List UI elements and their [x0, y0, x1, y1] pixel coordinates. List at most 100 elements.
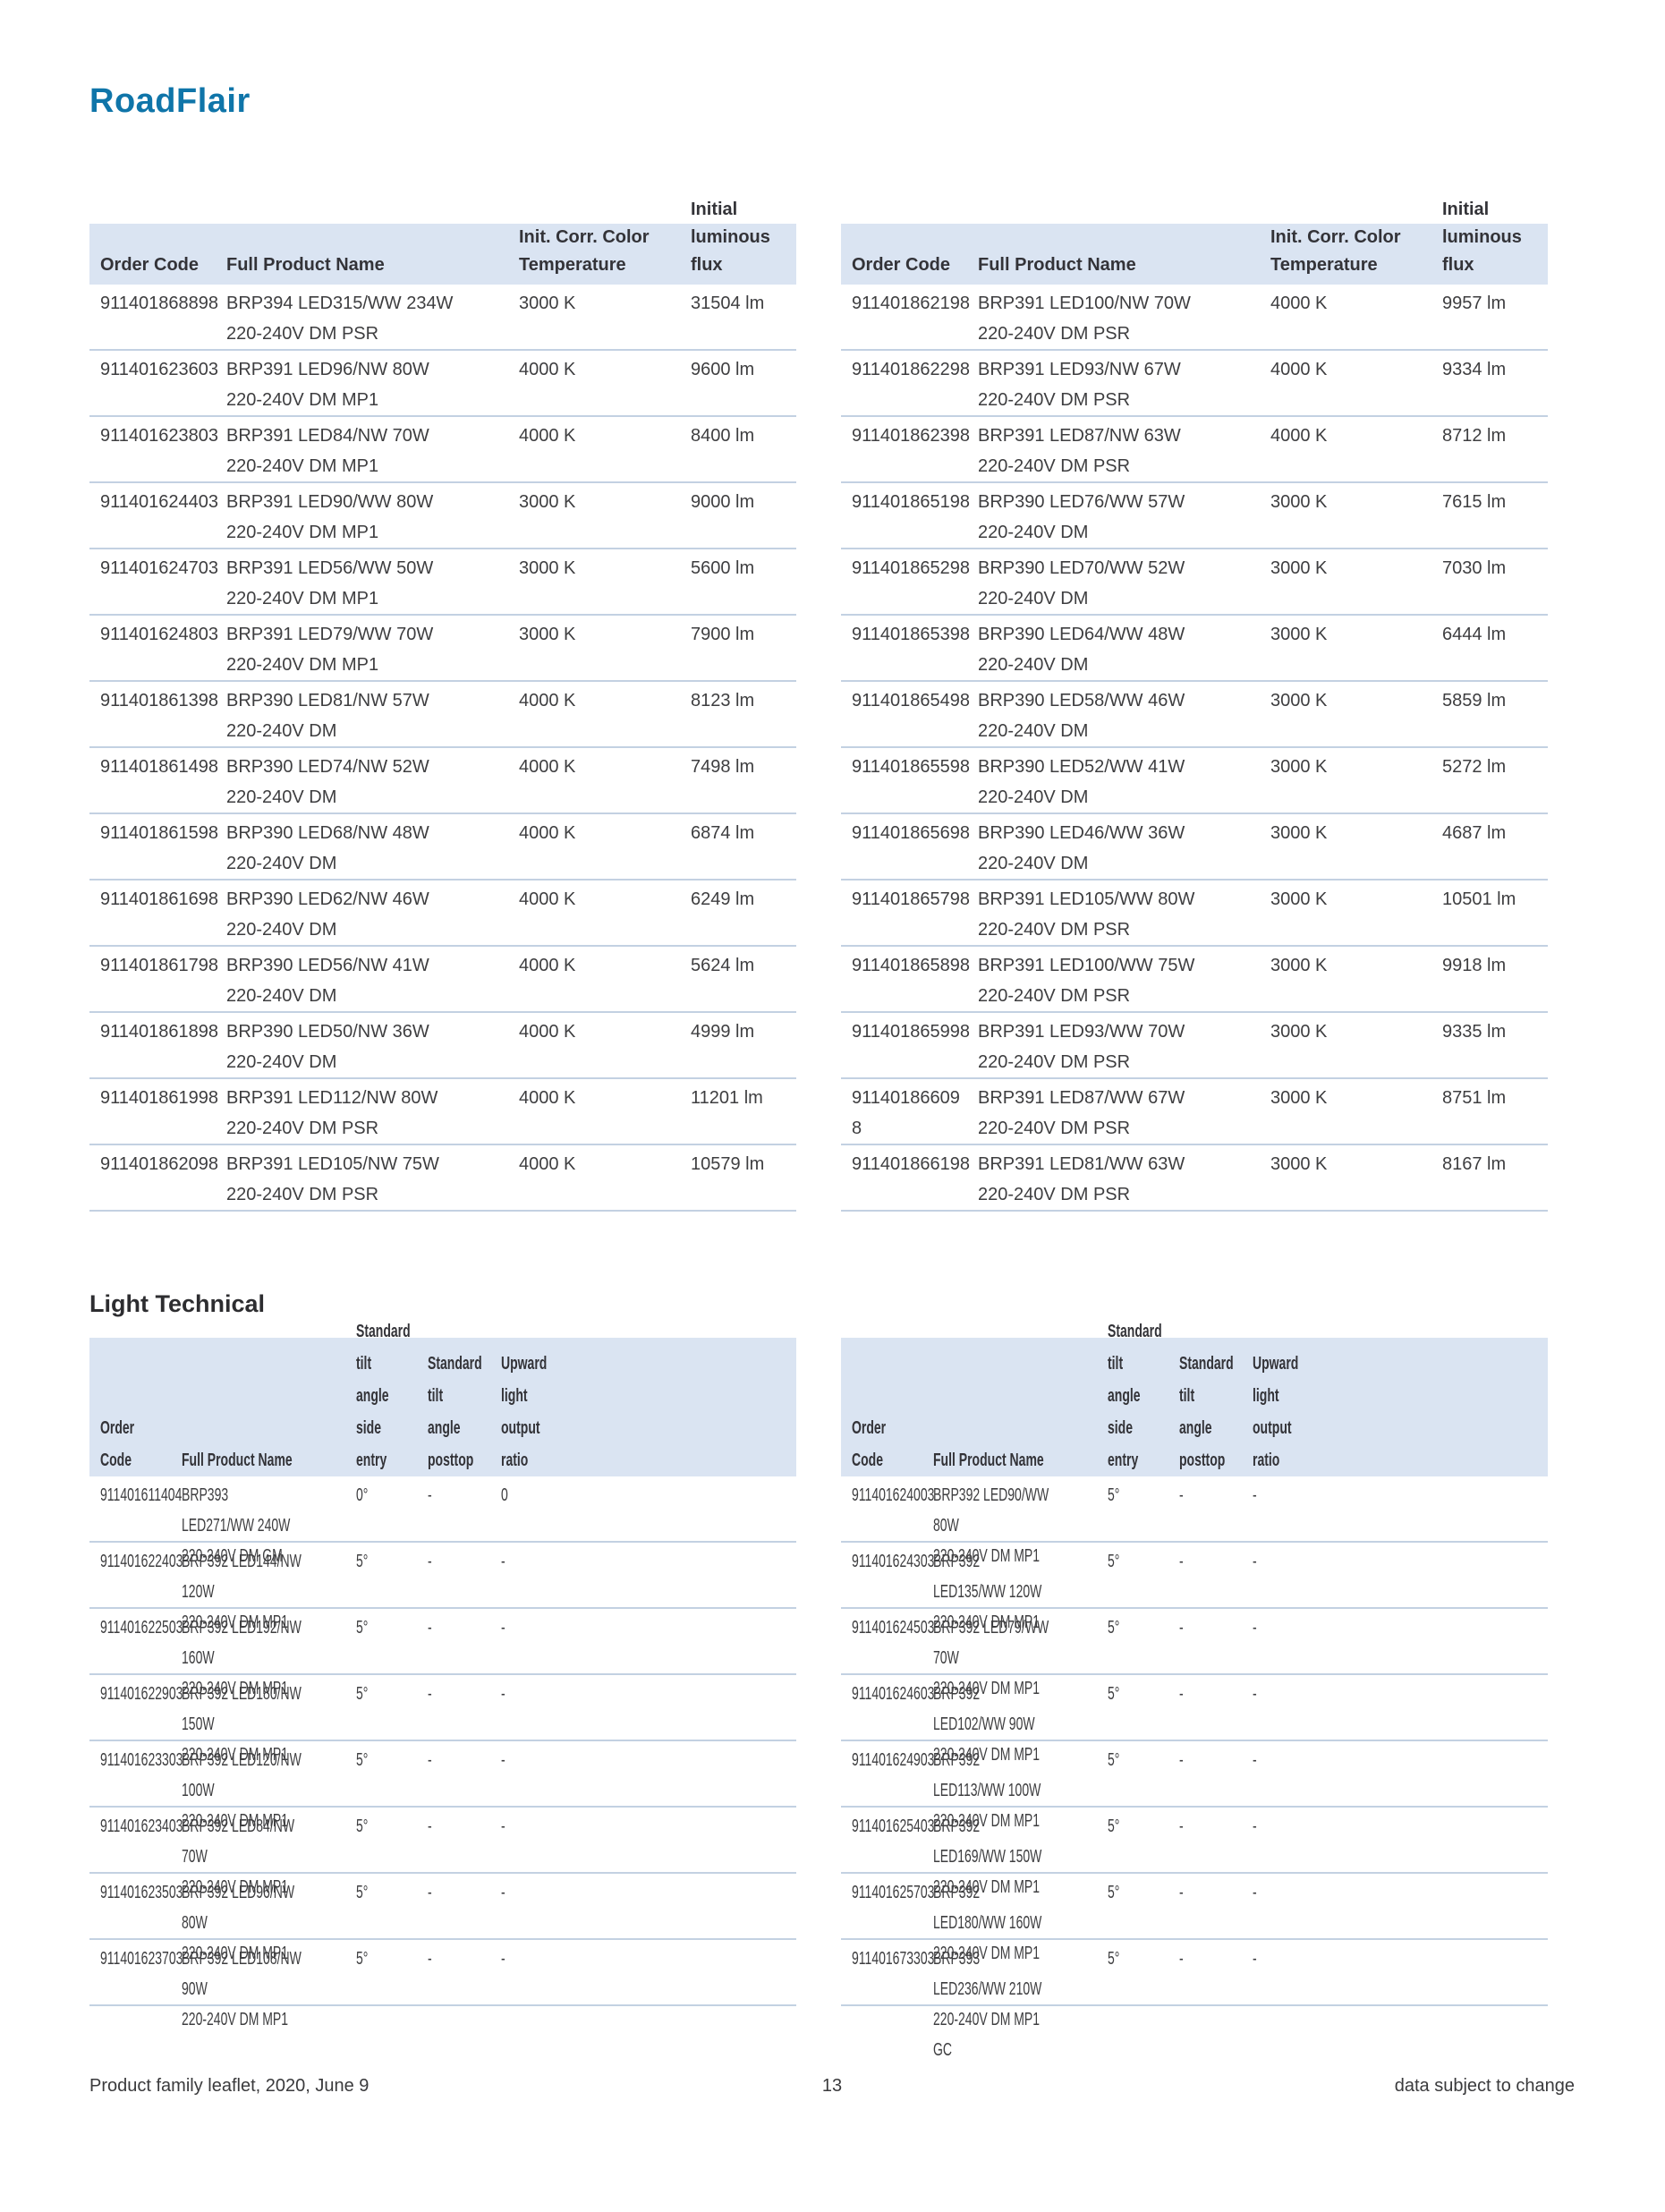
color-temperature-cell: 3000 K: [1268, 1017, 1440, 1077]
cell-text: -: [428, 1684, 432, 1704]
header-order-code: Order Code: [841, 224, 975, 285]
cell-text: 5°: [356, 1684, 369, 1704]
tilt-angle-side-entry-cell: 5°: [1106, 1811, 1177, 1872]
cell-text: 3000 K: [1270, 1154, 1328, 1174]
cell-text: -: [501, 1684, 505, 1704]
product-name-cell: BRP392 LED96/NW 80W 220-240V DM MP1: [180, 1877, 354, 1963]
cell-text: 3000 K: [1270, 691, 1328, 710]
tilt-angle-side-entry-cell: 5°: [1106, 1546, 1177, 1607]
cell-text: BRP391 LED105/WW 80W: [978, 889, 1195, 909]
upward-light-output-ratio-cell: -: [499, 1745, 794, 1806]
table-row: 911401624903 BRP392 LED113/WW 100W 220-240…: [841, 1741, 1548, 1831]
tilt-angle-posttop-cell: -: [1177, 1480, 1251, 1541]
header-label: posttop: [1179, 1451, 1226, 1470]
cell-text: BRP393 LED236/WW 210W: [933, 1949, 1042, 1999]
cell-text: 911401862398: [852, 426, 970, 446]
table-row: 911401622903 BRP392 LED180/NW 150W 220-240…: [89, 1675, 796, 1765]
table-row: 911401624303 BRP392 LED135/WW 120W 220-240…: [841, 1543, 1548, 1632]
order-code-cell: 911401622903: [89, 1679, 183, 1740]
cell-text: 4000 K: [519, 823, 576, 843]
product-name-cell: BRP391 LED84/NW 70W 220-240V DM MP1: [224, 421, 516, 481]
cell-text: 10579 lm: [691, 1154, 765, 1174]
tilt-angle-side-entry-cell: 5°: [1106, 1944, 1177, 2004]
product-name-cell: BRP390 LED46/WW 36W 220-240V DM: [975, 818, 1268, 879]
cell-text: 4999 lm: [691, 1022, 755, 1042]
table-row: 911401868898 BRP394 LED315/WW 234W 220-240…: [89, 285, 796, 351]
product-name-cell: BRP391 LED100/WW 75W 220-240V DM PSR: [975, 950, 1268, 1011]
cell-text: 220-240V DM PSR: [978, 1119, 1131, 1138]
tilt-angle-side-entry-cell: 5°: [354, 1612, 426, 1673]
cell-text: 9918 lm: [1442, 956, 1507, 975]
order-code-cell: 911401673303: [841, 1944, 934, 2004]
tilt-angle-posttop-cell: -: [426, 1612, 499, 1673]
order-code-cell: 911401861398: [89, 685, 224, 746]
order-code-cell: 911401624003: [841, 1480, 934, 1541]
table-row: 911401623603 BRP391 LED96/NW 80W 220-240V …: [89, 351, 796, 417]
cell-text: 5600 lm: [691, 558, 755, 578]
color-temperature-cell: 3000 K: [1268, 950, 1440, 1011]
header-label: Order Code: [100, 1418, 135, 1470]
cell-text: 911401622903: [100, 1684, 183, 1704]
table-row: 911401861698 BRP390 LED62/NW 46W 220-240V …: [89, 881, 796, 947]
cell-text: 220-240V DM MP1: [182, 1811, 289, 1831]
table-header-row: Order Code Full Product Name Standard til…: [841, 1322, 1548, 1476]
cell-text: 4000 K: [519, 360, 576, 379]
order-code-cell: 911401623403: [89, 1811, 183, 1872]
footer-page-number: 13: [821, 2076, 843, 2096]
header-upward-light-output-ratio: Upward light output ratio: [1251, 1338, 1546, 1476]
tilt-angle-posttop-cell: -: [1177, 1546, 1251, 1607]
cell-text: 7498 lm: [691, 757, 755, 777]
table-row: 911401865998 BRP391 LED93/WW 70W 220-240V …: [841, 1013, 1548, 1079]
header-label: Initial luminous: [1442, 200, 1522, 247]
luminous-flux-cell: 7030 lm: [1440, 553, 1545, 614]
product-name-cell: BRP391 LED93/NW 67W 220-240V DM PSR: [975, 354, 1268, 415]
cell-text: -: [501, 1750, 505, 1770]
luminous-flux-cell: 5600 lm: [688, 553, 794, 614]
tilt-angle-posttop-cell: -: [426, 1745, 499, 1806]
cell-text: 911401862098: [100, 1154, 218, 1174]
cell-text: 911401865198: [852, 492, 970, 512]
order-code-cell: 911401623803: [89, 421, 224, 481]
header-label: tilt angle: [356, 1354, 389, 1406]
table-row: 911401623303 BRP392 LED120/NW 100W 220-240…: [89, 1741, 796, 1831]
cell-text: 5272 lm: [1442, 757, 1507, 777]
table-row: 911401862298 BRP391 LED93/NW 67W 220-240V …: [841, 351, 1548, 417]
cell-text: -: [1179, 1750, 1184, 1770]
upward-light-output-ratio-cell: -: [1251, 1877, 1546, 1938]
cell-text: 3000 K: [1270, 1088, 1328, 1108]
cell-text: 220-240V DM MP1: [182, 1612, 289, 1632]
luminous-flux-cell: 4687 lm: [1440, 818, 1545, 879]
product-name-cell: BRP391 LED79/WW 70W 220-240V DM MP1: [224, 619, 516, 680]
cell-text: 5°: [1108, 1883, 1120, 1902]
header-luminous-flux: Initial luminous flux: [688, 200, 794, 285]
color-temperature-cell: 4000 K: [1268, 421, 1440, 481]
cell-text: -: [1179, 1618, 1184, 1638]
header-order-code: Order Code: [841, 1338, 931, 1476]
header-label: tilt angle: [428, 1386, 461, 1438]
product-name-cell: BRP392 LED135/WW 120W 220-240V DM MP1: [931, 1546, 1106, 1632]
cell-text: 5°: [1108, 1816, 1120, 1836]
product-name-cell: BRP390 LED56/NW 41W 220-240V DM: [224, 950, 516, 1011]
cell-text: 220-240V DM: [226, 1052, 337, 1072]
cell-text: 911401623303: [100, 1750, 183, 1770]
product-name-cell: BRP391 LED90/WW 80W 220-240V DM MP1: [224, 487, 516, 548]
table-row: 911401624603 BRP392 LED102/WW 90W 220-240V…: [841, 1675, 1548, 1765]
cell-text: 220-240V DM MP1 GC: [933, 2010, 1041, 2060]
product-name-cell: BRP392 LED192/NW 160W 220-240V DM MP1: [180, 1612, 354, 1698]
cell-text: 4000 K: [519, 956, 576, 975]
cell-text: 5°: [1108, 1485, 1120, 1505]
upward-light-output-ratio-cell: -: [499, 1877, 794, 1938]
product-name-cell: BRP392 LED180/WW 160W 220-240V DM MP1: [931, 1877, 1106, 1963]
cell-text: BRP392 LED96/NW 80W: [182, 1883, 295, 1933]
order-code-cell: 911401622503: [89, 1612, 183, 1673]
color-temperature-cell: 3000 K: [516, 619, 688, 680]
upward-light-output-ratio-cell: -: [1251, 1944, 1546, 2004]
cell-text: 8167 lm: [1442, 1154, 1507, 1174]
header-tilt-angle-posttop: Standard tilt angle posttop: [426, 1338, 499, 1476]
cell-text: BRP390 LED64/WW 48W: [978, 625, 1185, 644]
table-row: 911401865698 BRP390 LED46/WW 36W 220-240V …: [841, 814, 1548, 881]
order-code-cell: 911401866198: [841, 1149, 975, 1210]
header-label: Standard: [1108, 1322, 1162, 1341]
upward-light-output-ratio-cell: -: [1251, 1480, 1546, 1541]
cell-text: 911401623603: [100, 360, 218, 379]
